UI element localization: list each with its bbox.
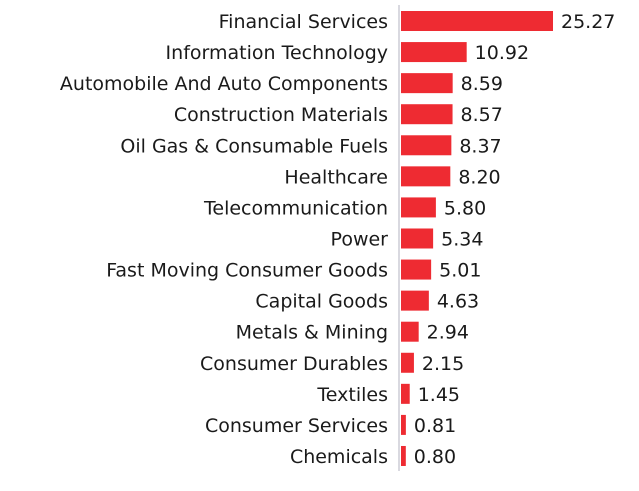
bar bbox=[401, 166, 451, 187]
bar bbox=[401, 135, 452, 156]
value-label: 10.92 bbox=[475, 42, 529, 64]
bar bbox=[401, 73, 453, 94]
category-label: Textiles bbox=[316, 384, 388, 406]
value-label: 8.59 bbox=[461, 73, 503, 95]
value-label: 8.57 bbox=[461, 104, 503, 126]
category-label: Power bbox=[331, 228, 389, 250]
category-label: Telecommunication bbox=[203, 197, 388, 219]
category-label: Construction Materials bbox=[174, 104, 388, 126]
value-label: 8.37 bbox=[459, 135, 501, 157]
value-label: 25.27 bbox=[561, 11, 615, 33]
value-label: 1.45 bbox=[418, 384, 460, 406]
category-label: Chemicals bbox=[290, 446, 388, 468]
category-label: Consumer Services bbox=[205, 415, 388, 437]
value-label: 4.63 bbox=[437, 291, 479, 313]
category-label: Information Technology bbox=[166, 42, 388, 64]
bar bbox=[401, 383, 410, 404]
value-label: 5.34 bbox=[441, 228, 483, 250]
value-label: 5.80 bbox=[444, 197, 486, 219]
bar bbox=[401, 352, 414, 373]
category-label: Consumer Durables bbox=[200, 353, 388, 375]
bar bbox=[401, 321, 419, 342]
category-label: Metals & Mining bbox=[236, 322, 388, 344]
value-label: 8.20 bbox=[458, 166, 500, 188]
category-label: Oil Gas & Consumable Fuels bbox=[120, 135, 388, 157]
category-label: Capital Goods bbox=[255, 291, 388, 313]
bar bbox=[401, 11, 553, 31]
value-label: 0.81 bbox=[414, 415, 456, 437]
value-label: 2.15 bbox=[422, 353, 464, 375]
category-label: Healthcare bbox=[284, 166, 388, 188]
bar bbox=[401, 414, 406, 435]
bar bbox=[401, 228, 434, 249]
category-label: Fast Moving Consumer Goods bbox=[106, 260, 388, 282]
bar bbox=[401, 290, 429, 311]
category-label: Financial Services bbox=[219, 11, 388, 33]
category-label: Automobile And Auto Components bbox=[60, 73, 388, 95]
bar bbox=[401, 445, 406, 466]
bar bbox=[401, 42, 467, 63]
bar bbox=[401, 104, 453, 125]
bar bbox=[401, 259, 432, 280]
value-label: 0.80 bbox=[414, 446, 456, 468]
value-label: 2.94 bbox=[427, 322, 469, 344]
value-label: 5.01 bbox=[439, 260, 481, 282]
bar bbox=[401, 197, 436, 218]
